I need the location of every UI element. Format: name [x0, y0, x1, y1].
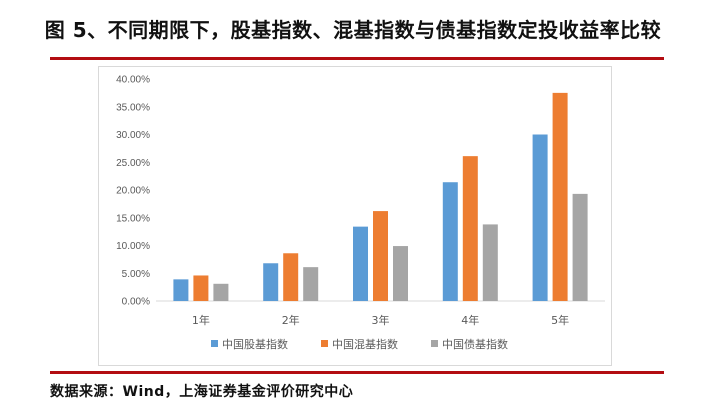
legend-label: 中国混基指数: [332, 337, 398, 351]
x-tick-label: 2年: [282, 313, 300, 327]
chart-area: 0.00% 5.00% 10.00% 15.00% 20.00% 25.00% 30.00%…: [98, 66, 612, 366]
bar-3-3: [393, 246, 408, 301]
bar-3-2: [303, 267, 319, 301]
y-tick-label: 25.00%: [116, 158, 150, 169]
bar-1-5: [532, 134, 548, 301]
bar-2-3: [373, 211, 388, 301]
y-tick-label: 40.00%: [116, 75, 150, 86]
bar-3-4: [482, 224, 498, 301]
legend-swatch: [211, 340, 218, 347]
bar-1-4: [442, 182, 458, 301]
chart-title: 图 5、不同期限下，股基指数、混基指数与债基指数定投收益率比较: [44, 18, 662, 42]
bar-2-5: [552, 92, 568, 301]
x-tick-label: 5年: [551, 313, 569, 327]
y-tick-label: 0.00%: [122, 297, 150, 308]
bar-3-1: [213, 283, 229, 301]
y-tick-label: 15.00%: [116, 213, 150, 224]
x-tick-label: 4年: [461, 313, 479, 327]
bar-2-2: [283, 253, 299, 301]
y-tick-label: 20.00%: [116, 186, 150, 197]
bar-1-1: [173, 279, 189, 301]
y-axis: 0.00% 5.00% 10.00% 15.00% 20.00% 25.00% 30.00%…: [116, 75, 150, 308]
bar-chart: 0.00% 5.00% 10.00% 15.00% 20.00% 25.00% 30.00%…: [116, 75, 605, 351]
y-tick-label: 30.00%: [116, 130, 150, 141]
legend-label: 中国股基指数: [222, 337, 288, 351]
bar-2-4: [462, 156, 478, 301]
bottom-divider: [50, 371, 664, 374]
top-divider: [50, 57, 664, 60]
y-tick-label: 5.00%: [122, 269, 150, 280]
legend-swatch: [431, 340, 438, 347]
legend: 中国股基指数 中国混基指数 中国债基指数: [211, 337, 508, 351]
bar-2-1: [193, 275, 209, 301]
x-tick-label: 1年: [192, 313, 210, 327]
source-note: 数据来源：Wind，上海证券基金评价研究中心: [50, 384, 354, 400]
legend-label: 中国债基指数: [442, 337, 508, 351]
y-tick-label: 10.00%: [116, 241, 150, 252]
bar-1-2: [263, 263, 279, 301]
x-axis: 1年 2年 3年 4年 5年: [156, 300, 605, 327]
bar-3-5: [572, 193, 588, 301]
legend-swatch: [321, 340, 328, 347]
y-tick-label: 35.00%: [116, 102, 150, 113]
bars: [173, 92, 588, 301]
bar-1-3: [353, 226, 368, 301]
x-tick-label: 3年: [372, 313, 390, 327]
